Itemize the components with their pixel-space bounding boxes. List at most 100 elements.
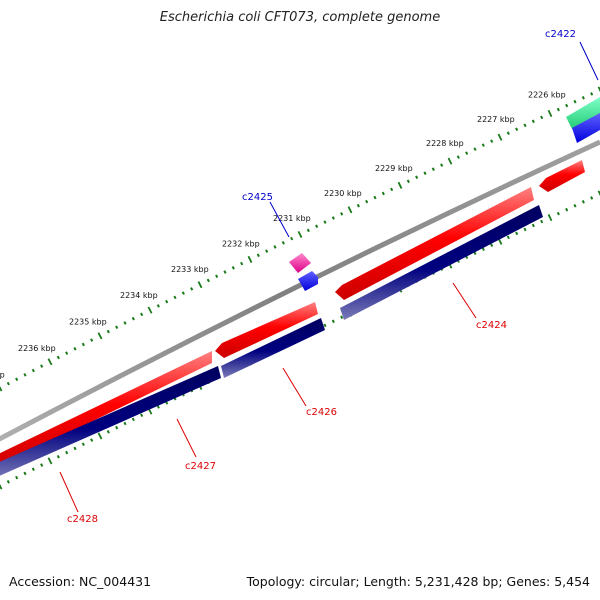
- minor-tick: [281, 241, 285, 245]
- minor-tick: [523, 123, 527, 128]
- major-tick: [247, 255, 253, 263]
- leader-c2427: [176, 418, 197, 458]
- minor-tick: [40, 364, 44, 368]
- minor-tick: [315, 224, 319, 229]
- kbp-label: 2231 kbp: [273, 214, 311, 223]
- kbp-label: 2229 kbp: [375, 164, 413, 173]
- minor-tick: [131, 417, 135, 422]
- minor-tick: [573, 99, 577, 104]
- major-tick: [47, 457, 53, 465]
- minor-tick: [356, 203, 360, 208]
- minor-tick: [415, 175, 419, 180]
- gene-c2428-arrow[interactable]: [0, 351, 212, 471]
- leader-c2424: [452, 282, 477, 319]
- major-tick: [497, 133, 503, 141]
- outer-ruler: 2226 kbp 2227 kbp 2228 kbp 2229 kbp 2230 kbp…: [0, 86, 600, 392]
- minor-tick: [565, 207, 569, 212]
- minor-tick: [115, 325, 119, 330]
- leader-c2422: [579, 41, 599, 81]
- minor-tick: [256, 253, 260, 258]
- minor-tick: [265, 249, 269, 253]
- misc-feature-blue[interactable]: [298, 271, 318, 291]
- gene-c2422-feature[interactable]: [566, 97, 600, 129]
- minor-tick: [373, 195, 377, 200]
- minor-tick: [440, 163, 444, 167]
- minor-tick: [365, 199, 369, 204]
- minor-tick: [506, 235, 510, 240]
- minor-tick: [65, 450, 69, 455]
- kbp-label: 2232 kbp: [222, 239, 260, 248]
- leader-c2428: [59, 471, 79, 513]
- gene-label-c2428[interactable]: c2428: [67, 514, 98, 525]
- gene-label-c2427[interactable]: c2427: [185, 461, 216, 472]
- minor-tick: [90, 338, 94, 342]
- gene-label-c2424[interactable]: c2424: [476, 320, 507, 331]
- minor-tick: [565, 103, 569, 108]
- minor-tick: [531, 223, 535, 228]
- kbp-label: 2228 kbp: [426, 139, 464, 148]
- gene-c2427-bar[interactable]: [0, 366, 221, 480]
- major-tick: [47, 358, 53, 366]
- gene-c2425-rev-bar[interactable]: [221, 318, 325, 378]
- minor-tick: [515, 231, 519, 236]
- minor-tick: [531, 119, 535, 124]
- minor-tick: [6, 381, 10, 386]
- minor-tick: [156, 304, 160, 308]
- gene-c2424-arrow[interactable]: [335, 187, 534, 300]
- minor-tick: [81, 442, 85, 447]
- kbp-label: 2226 kbp: [528, 91, 566, 100]
- major-tick: [0, 483, 3, 490]
- minor-tick: [581, 96, 585, 100]
- minor-tick: [590, 196, 594, 200]
- minor-tick: [65, 351, 69, 355]
- gene-label-c2422[interactable]: c2422: [545, 29, 576, 40]
- minor-tick: [323, 323, 327, 328]
- minor-tick: [456, 155, 460, 159]
- minor-tick: [123, 321, 127, 325]
- minor-tick: [173, 295, 177, 300]
- genome-summary-text: Topology: circular; Length: 5,231,428 bp…: [246, 574, 590, 589]
- minor-tick: [306, 228, 310, 233]
- gene-label-c2426[interactable]: c2426: [306, 407, 337, 418]
- gene-c2426-arrow[interactable]: [215, 302, 318, 358]
- gene-c2425-feature[interactable]: [289, 253, 311, 273]
- gene-c2424-rev-bar[interactable]: [340, 205, 543, 320]
- minor-tick: [131, 316, 135, 321]
- major-tick: [597, 190, 600, 197]
- kbp-label: 2230 kbp: [324, 189, 362, 198]
- gene-c2422-rev-feature[interactable]: [572, 113, 600, 143]
- major-tick: [297, 230, 303, 239]
- minor-tick: [215, 274, 219, 279]
- minor-tick: [481, 143, 485, 147]
- kbp-label: 2236 kbp: [18, 344, 56, 353]
- minor-tick: [15, 475, 19, 480]
- minor-tick: [240, 261, 244, 266]
- gene-c2423-arrow[interactable]: [539, 160, 585, 192]
- minor-tick: [381, 191, 385, 196]
- accession-text: Accession: NC_004431: [9, 574, 152, 589]
- map-title: Escherichia coli CFT073, complete genome: [159, 10, 441, 25]
- minor-tick: [406, 179, 410, 184]
- minor-tick: [106, 430, 110, 434]
- minor-tick: [273, 245, 277, 249]
- minor-tick: [290, 236, 294, 241]
- minor-tick: [481, 247, 485, 251]
- minor-tick: [140, 413, 144, 418]
- backbone-track: [0, 139, 600, 442]
- kbp-label: 2233 kbp: [171, 265, 209, 274]
- major-tick: [0, 386, 3, 392]
- major-tick: [347, 206, 353, 214]
- minor-tick: [156, 405, 160, 409]
- minor-tick: [190, 287, 194, 291]
- minor-tick: [73, 346, 77, 351]
- major-tick: [147, 306, 153, 314]
- kbp-label: 2237 kbp: [0, 371, 5, 380]
- minor-tick: [331, 319, 335, 324]
- major-tick: [547, 214, 553, 222]
- minor-tick: [556, 211, 560, 216]
- gene-label-c2425[interactable]: c2425: [242, 192, 273, 203]
- minor-tick: [140, 312, 144, 317]
- major-tick: [597, 86, 600, 93]
- minor-tick: [40, 463, 44, 467]
